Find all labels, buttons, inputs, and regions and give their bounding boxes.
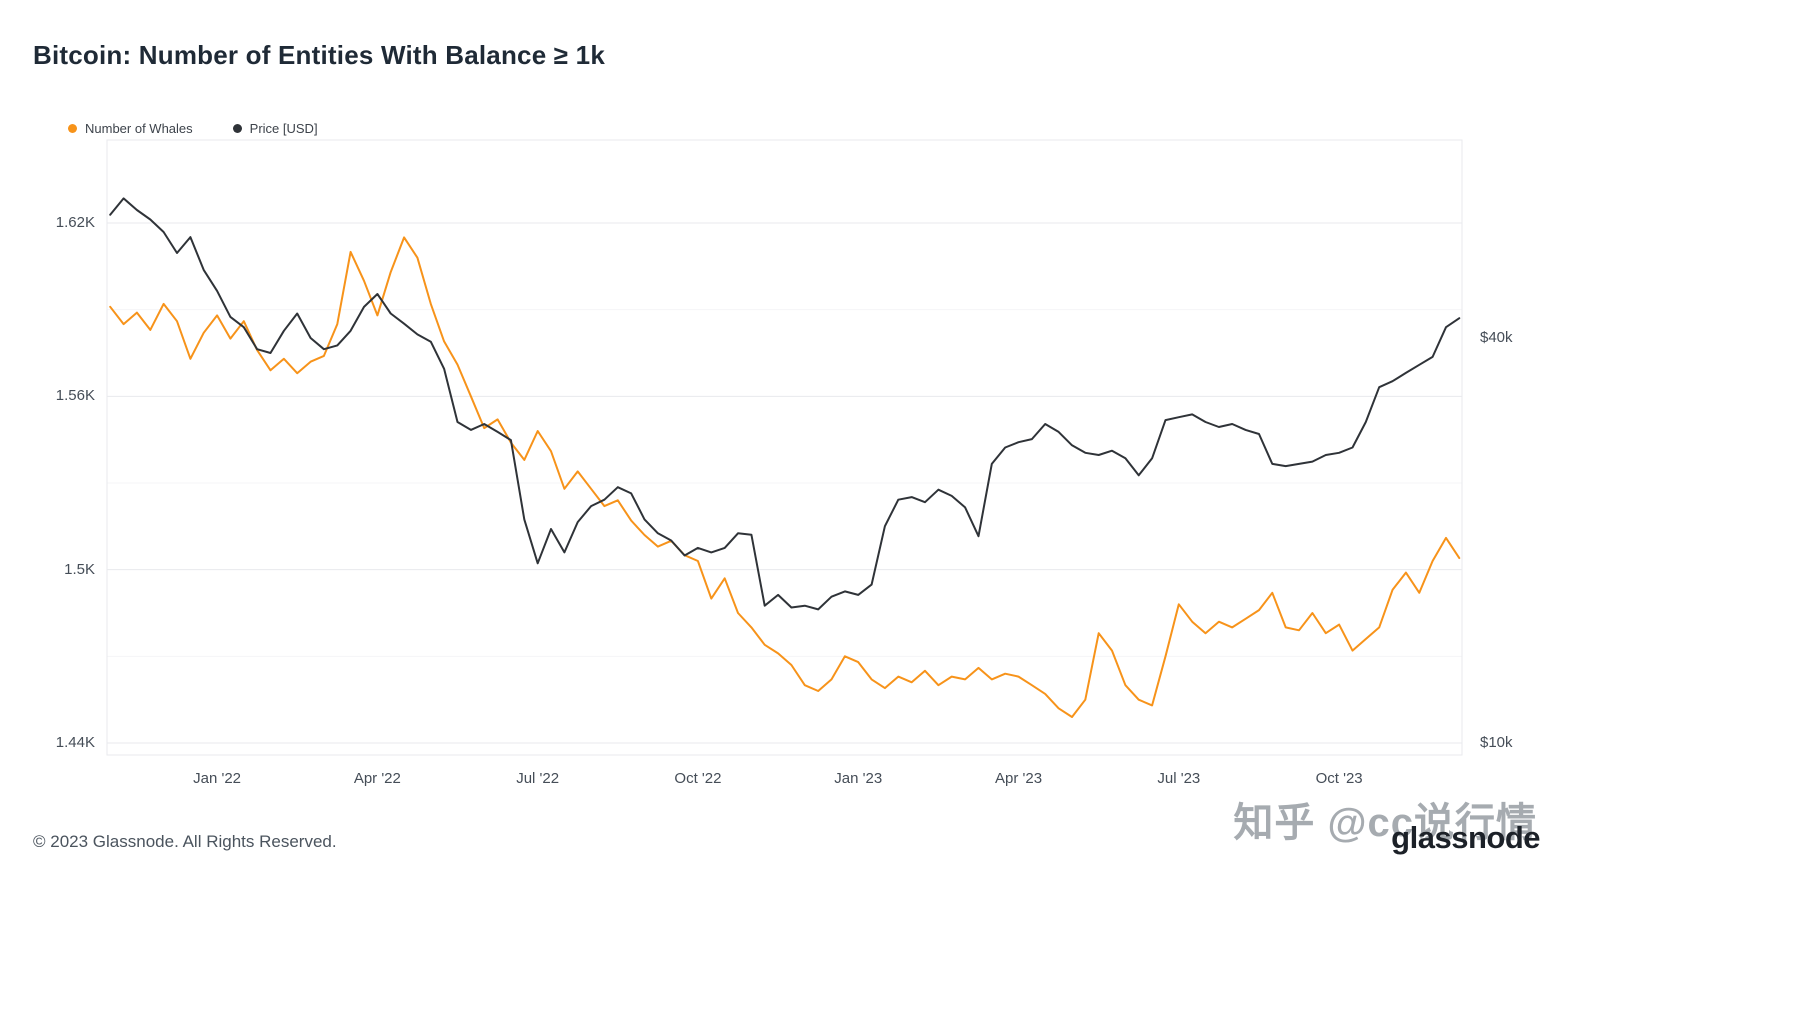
left-axis-tick-1.62K: 1.62K bbox=[55, 214, 95, 231]
legend-label-whales: Number of Whales bbox=[85, 121, 193, 136]
price-series-dot-icon bbox=[232, 124, 242, 133]
left-axis-tick-1.56K: 1.56K bbox=[55, 387, 95, 405]
x-axis-tick-Jan23: Jan '23 bbox=[834, 770, 883, 787]
x-axis-tick-Apr22: Apr '22 bbox=[353, 770, 401, 787]
x-axis-tick-Jul23: Jul '23 bbox=[1157, 770, 1201, 787]
x-axis-tick-Jul22: Jul '22 bbox=[516, 770, 560, 787]
copyright-text: © 2023 Glassnode. All Rights Reserved. bbox=[33, 832, 337, 851]
series-line-price bbox=[109, 197, 1461, 611]
x-axis-tick-Oct23: Oct '23 bbox=[1315, 770, 1363, 787]
glassnode-logo: glassnode bbox=[1391, 820, 1540, 855]
legend-label-price: Price [USD] bbox=[249, 121, 318, 136]
legend-item-price[interactable]: Price [USD] bbox=[232, 121, 318, 136]
x-axis-tick-Apr23: Apr '23 bbox=[994, 770, 1043, 787]
left-axis-tick-1.5K: 1.5K bbox=[64, 560, 95, 578]
right-axis-tick-$10k: $10k bbox=[1480, 734, 1513, 751]
legend: Number of Whales Price [USD] bbox=[68, 121, 318, 136]
plot-border bbox=[106, 139, 1463, 756]
whales-series-dot-icon bbox=[68, 124, 77, 133]
right-axis-tick-$40k: $40k bbox=[1480, 329, 1513, 346]
series-line-whales bbox=[109, 236, 1461, 718]
left-axis-tick-1.44K: 1.44K bbox=[55, 734, 95, 751]
x-axis-tick-Oct22: Oct '22 bbox=[674, 770, 722, 787]
legend-item-whales[interactable]: Number of Whales bbox=[68, 121, 193, 136]
chart-title: Bitcoin: Number of Entities With Balance… bbox=[33, 40, 605, 70]
zhihu-watermark: 知乎 @cc说行情 bbox=[1233, 801, 1537, 845]
x-axis-tick-Jan22: Jan '22 bbox=[193, 770, 242, 787]
